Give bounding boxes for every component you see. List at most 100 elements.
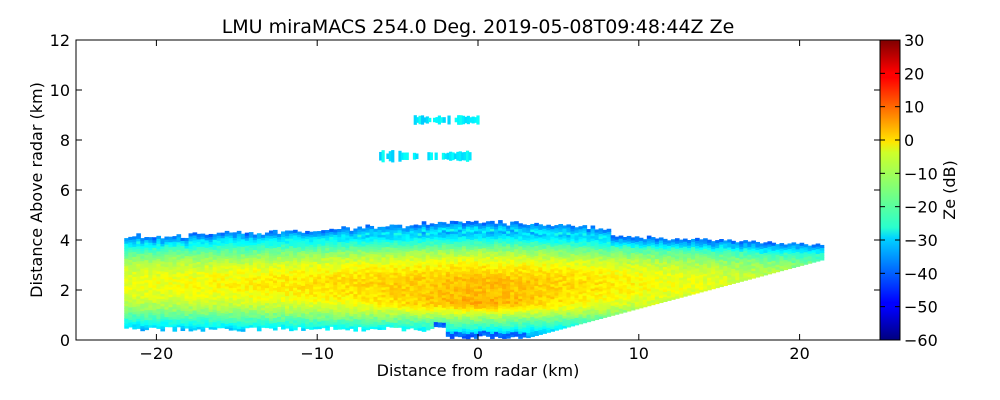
echo-cell (409, 300, 415, 304)
echo-cell (534, 325, 539, 329)
echo-cell (305, 283, 310, 287)
echo-cell (212, 266, 218, 270)
echo-cell (502, 333, 507, 337)
echo-cell (385, 303, 391, 307)
echo-cell (168, 244, 174, 248)
echo-cell (293, 304, 298, 308)
echo-cell (397, 297, 403, 301)
echo-cell (361, 228, 367, 232)
echo-cell (184, 240, 190, 244)
echo-cell (289, 240, 294, 244)
echo-cell (598, 288, 604, 292)
echo-cell (510, 281, 515, 285)
echo-cell (578, 226, 584, 230)
echo-cell (433, 294, 439, 298)
echo-cell (277, 236, 282, 240)
echo-cell (264, 325, 270, 329)
echo-cell (522, 241, 527, 246)
echo-cell (510, 286, 515, 290)
echo-cell (586, 316, 592, 320)
echo-cell (574, 257, 580, 261)
echo-cell (277, 283, 282, 287)
echo-cell (473, 280, 479, 284)
echo-cell (365, 294, 371, 298)
echo-cell (397, 262, 403, 266)
echo-cell (309, 261, 314, 265)
echo-cell (518, 260, 523, 264)
echo-column (164, 236, 170, 328)
echo-cell (590, 225, 596, 229)
echo-cell (514, 293, 519, 297)
echo-cell (417, 245, 423, 249)
echo-cell (281, 253, 286, 258)
echo-cell (148, 249, 153, 253)
echo-cell (272, 234, 278, 238)
echo-cell (562, 310, 568, 314)
echo-cell (453, 308, 459, 312)
echo-cell (232, 322, 238, 326)
echo-cell (244, 312, 250, 316)
echo-cell (301, 290, 306, 294)
echo-cell (397, 294, 403, 298)
echo-cell (244, 247, 250, 251)
echo-cell (478, 240, 483, 244)
echo-cell (457, 259, 463, 263)
echo-cell (272, 327, 278, 331)
echo-cell (437, 299, 443, 303)
echo-cell (453, 283, 459, 287)
echo-cell (506, 278, 511, 282)
echo-cell (417, 275, 423, 279)
echo-cell (393, 257, 399, 261)
echo-cell (228, 255, 234, 259)
echo-cell (373, 283, 379, 287)
echo-cell (570, 278, 576, 282)
echo-cell (482, 252, 487, 256)
echo-cell (413, 232, 419, 236)
echo-cell (558, 236, 564, 240)
echo-cell (421, 318, 427, 322)
echo-cell (357, 259, 363, 263)
echo-cell (473, 320, 479, 324)
echo-cell (309, 251, 314, 255)
echo-cell (369, 248, 375, 252)
echo-cell (136, 313, 141, 317)
echo-cell (357, 286, 363, 290)
echo-cell (582, 262, 588, 266)
echo-cell (357, 266, 363, 270)
echo-cell (482, 242, 487, 246)
echo-cell (305, 308, 310, 312)
echo-cell (437, 286, 443, 290)
echo-cell (208, 258, 214, 263)
echo-cell (264, 260, 270, 264)
echo-cell (349, 258, 354, 262)
echo-cell (461, 230, 467, 234)
echo-cell (389, 297, 395, 301)
echo-cell (272, 302, 278, 306)
echo-cell (510, 299, 515, 303)
echo-cell (232, 247, 238, 251)
echo-cell (530, 268, 535, 273)
echo-cell (574, 269, 580, 273)
echo-cell (441, 309, 447, 313)
echo-cell (204, 314, 210, 318)
echo-cell (212, 324, 218, 328)
echo-cell (566, 321, 572, 325)
echo-cell (305, 275, 310, 280)
echo-cell (341, 321, 346, 325)
echo-cell (457, 311, 463, 315)
echo-cell (510, 269, 515, 273)
echo-cell (232, 244, 238, 248)
echo-cell (212, 249, 218, 253)
echo-cell (297, 316, 302, 320)
echo-cell (530, 326, 535, 330)
echo-cell (594, 314, 600, 318)
echo-cell (554, 312, 559, 316)
echo-cell (401, 315, 407, 319)
echo-cell (425, 299, 431, 303)
echo-cell (441, 244, 447, 248)
echo-cell (518, 308, 523, 312)
echo-cell (465, 276, 471, 280)
echo-cell (486, 243, 491, 247)
echo-cell (578, 316, 584, 320)
echo-cell (220, 312, 226, 316)
